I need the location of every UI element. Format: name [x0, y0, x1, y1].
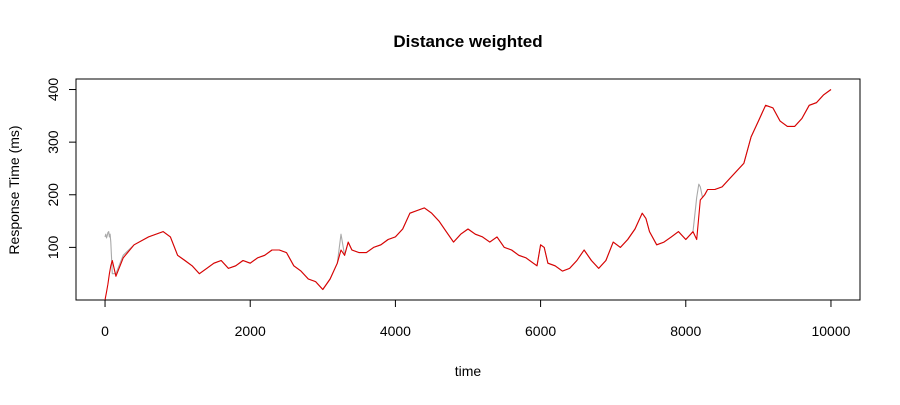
- y-axis: 100 200 300 400: [45, 78, 77, 260]
- x-tick-label: 2000: [235, 323, 266, 339]
- y-tick-label: 200: [45, 183, 61, 207]
- x-axis: 0 2000 4000 6000 8000 10000: [101, 299, 851, 339]
- x-axis-label: time: [455, 363, 482, 379]
- chart-title: Distance weighted: [393, 32, 542, 51]
- x-tick-label: 8000: [670, 323, 701, 339]
- series-line-2: [104, 89, 832, 301]
- series-layer: [104, 89, 832, 301]
- x-tick-label: 10000: [811, 323, 850, 339]
- y-axis-label: Response Time (ms): [6, 125, 22, 254]
- y-tick-label: 400: [45, 78, 61, 102]
- x-tick-label: 0: [101, 323, 109, 339]
- y-tick-label: 300: [45, 130, 61, 154]
- y-tick-label: 100: [45, 236, 61, 260]
- series-line-1: [104, 89, 832, 291]
- x-tick-label: 4000: [380, 323, 411, 339]
- x-tick-label: 6000: [525, 323, 556, 339]
